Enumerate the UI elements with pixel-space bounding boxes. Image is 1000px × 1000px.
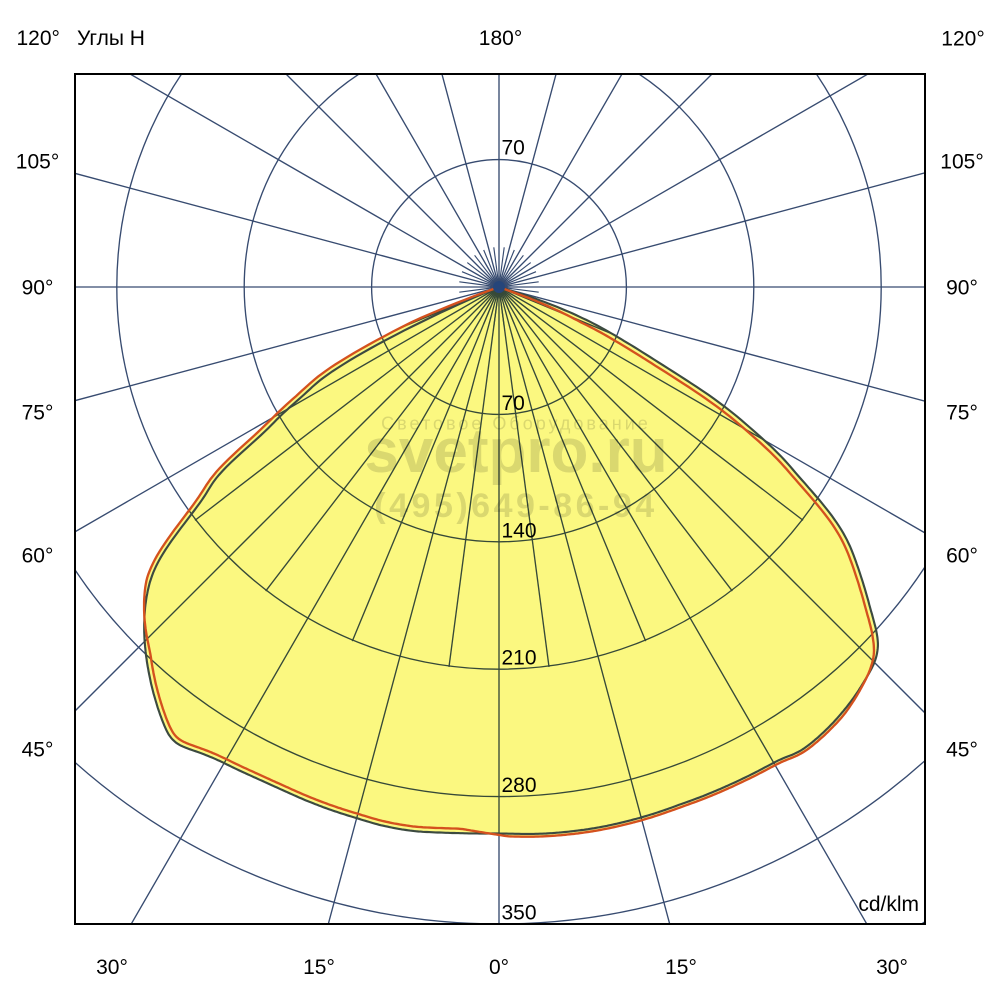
svg-text:75°: 75° — [22, 402, 54, 425]
svg-text:30°: 30° — [876, 956, 908, 979]
svg-text:350: 350 — [502, 901, 537, 924]
svg-text:140: 140 — [502, 519, 537, 542]
svg-text:280: 280 — [502, 774, 537, 797]
svg-text:210: 210 — [502, 647, 537, 670]
svg-text:75°: 75° — [946, 402, 978, 425]
svg-text:0°: 0° — [489, 956, 509, 979]
svg-text:Углы H: Углы H — [77, 27, 145, 50]
svg-text:cd/klm: cd/klm — [858, 893, 919, 916]
svg-text:15°: 15° — [665, 956, 697, 979]
svg-text:30°: 30° — [96, 956, 128, 979]
svg-text:180°: 180° — [479, 27, 522, 50]
svg-text:105°: 105° — [940, 151, 983, 174]
svg-text:90°: 90° — [946, 277, 978, 300]
svg-text:70: 70 — [502, 392, 525, 415]
svg-text:15°: 15° — [303, 956, 335, 979]
svg-text:70: 70 — [502, 137, 525, 160]
svg-text:105°: 105° — [16, 151, 59, 174]
svg-text:90°: 90° — [22, 277, 54, 300]
svg-text:45°: 45° — [22, 739, 54, 762]
svg-text:120°: 120° — [17, 27, 60, 50]
svg-text:120°: 120° — [941, 28, 984, 51]
svg-text:45°: 45° — [946, 739, 978, 762]
svg-text:60°: 60° — [946, 545, 978, 568]
svg-text:60°: 60° — [22, 545, 54, 568]
